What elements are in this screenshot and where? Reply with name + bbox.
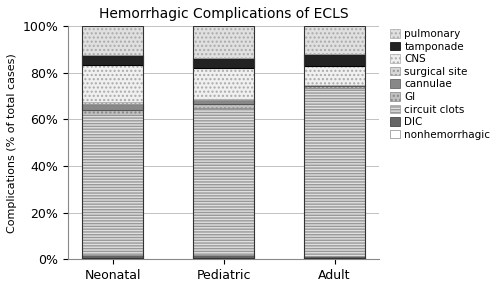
Bar (82, 65, 143, 102)
Bar (304, 26, 365, 259)
Bar (304, 54, 365, 66)
Bar (193, 58, 254, 68)
Bar (82, 26, 143, 259)
Bar (193, 26, 254, 58)
Bar (82, 110, 143, 115)
Bar (193, 258, 254, 259)
Bar (304, 85, 365, 86)
Bar (193, 26, 254, 259)
Bar (82, 55, 143, 65)
Bar (304, 26, 365, 54)
Bar (193, 104, 254, 108)
Bar (193, 255, 254, 258)
Bar (193, 68, 254, 99)
Bar (82, 102, 143, 104)
Y-axis label: Complications (% of total cases): Complications (% of total cases) (7, 53, 17, 233)
Bar (304, 258, 365, 259)
Bar (193, 100, 254, 104)
Bar (193, 108, 254, 255)
Bar (193, 99, 254, 100)
Bar (304, 66, 365, 85)
Bar (82, 26, 143, 55)
Bar (82, 115, 143, 255)
Title: Hemorrhagic Complications of ECLS: Hemorrhagic Complications of ECLS (99, 7, 348, 21)
Bar (82, 104, 143, 110)
Bar (82, 255, 143, 258)
Bar (304, 256, 365, 258)
Bar (82, 258, 143, 259)
Bar (304, 88, 365, 256)
Legend: pulmonary, tamponade, CNS, surgical site, cannulae, GI, circuit clots, DIC, nonh: pulmonary, tamponade, CNS, surgical site… (388, 27, 492, 142)
Bar (304, 86, 365, 88)
